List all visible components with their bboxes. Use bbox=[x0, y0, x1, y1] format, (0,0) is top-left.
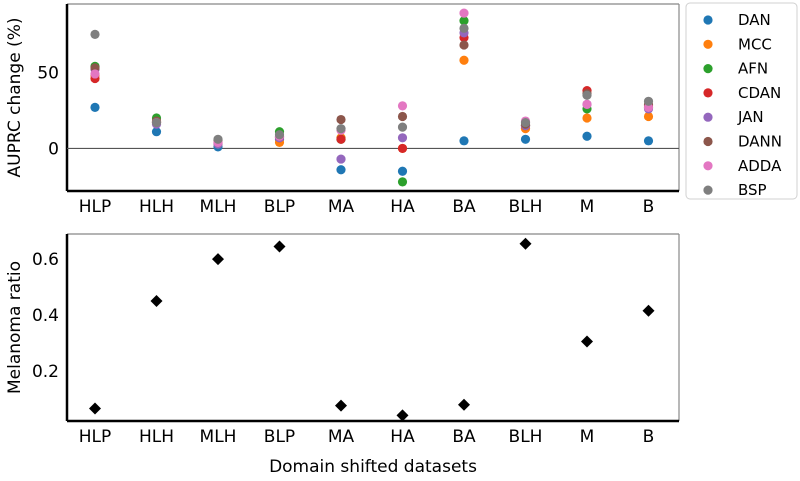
legend: DAN MCC AFN CDAN JAN DANN ADDA BSP bbox=[685, 2, 798, 200]
legend-label: BSP bbox=[738, 181, 767, 199]
data-point-bsp bbox=[397, 122, 408, 132]
data-point-dan bbox=[459, 136, 469, 146]
legend-label: MCC bbox=[738, 35, 772, 53]
x-tick-label: BLH bbox=[509, 427, 543, 447]
x-tick-label: HLP bbox=[79, 197, 112, 217]
legend-marker bbox=[703, 64, 713, 74]
data-point-adda bbox=[582, 99, 592, 109]
bottom-panel-melanoma: 0.2 0.4 0.6 HLP HLH MLH BLP MA HA BA BLH M B Melanoma… bbox=[5, 233, 680, 477]
data-point-dan bbox=[397, 166, 408, 176]
x-tick-label: BLP bbox=[264, 197, 295, 217]
y-tick-label: 0.6 bbox=[32, 250, 59, 270]
data-point-afn bbox=[459, 16, 469, 26]
x-tick-label: MLH bbox=[200, 197, 237, 217]
legend-label: JAN bbox=[737, 108, 764, 126]
data-point-cdan bbox=[336, 134, 346, 144]
legend-marker bbox=[703, 161, 713, 171]
y-axis-label: Melanoma ratio bbox=[5, 261, 25, 394]
data-point-dan bbox=[336, 165, 346, 175]
data-point-jan bbox=[397, 133, 408, 143]
data-point-afn bbox=[397, 177, 408, 187]
data-point-dan bbox=[90, 102, 100, 112]
data-point-bsp bbox=[90, 29, 100, 40]
data-point-bsp bbox=[336, 124, 346, 134]
data-point-diamond bbox=[396, 409, 409, 422]
legend-label: ADDA bbox=[738, 157, 782, 175]
x-tick-label: MLH bbox=[200, 427, 237, 447]
x-tick-label: HLP bbox=[79, 427, 112, 447]
x-tick-label: M bbox=[580, 427, 595, 447]
x-tick-label: MA bbox=[328, 427, 355, 447]
data-point-mcc bbox=[643, 111, 654, 122]
legend-label: CDAN bbox=[738, 84, 781, 102]
data-point-diamond bbox=[519, 237, 532, 250]
x-tick-label: BA bbox=[452, 197, 476, 217]
data-point-diamond bbox=[335, 399, 347, 412]
data-point-dan bbox=[582, 131, 592, 141]
x-tick-label: HLH bbox=[139, 197, 174, 217]
x-tick-label: MA bbox=[328, 197, 355, 217]
y-tick-label: 0 bbox=[48, 139, 59, 159]
data-point-bsp bbox=[582, 90, 592, 100]
data-point-bsp bbox=[213, 134, 223, 144]
data-point-bsp bbox=[274, 130, 285, 140]
legend-marker bbox=[703, 185, 713, 195]
x-tick-label: BA bbox=[452, 427, 476, 447]
data-point-diamond bbox=[642, 304, 655, 317]
y-tick-label: 50 bbox=[37, 63, 59, 83]
y-tick-label: 0.4 bbox=[32, 306, 59, 326]
x-tick-label: HLH bbox=[139, 427, 174, 447]
legend-label: DANN bbox=[738, 133, 782, 151]
data-point-diamond bbox=[581, 335, 593, 348]
data-point-diamond bbox=[150, 294, 163, 307]
data-point-adda bbox=[397, 101, 408, 111]
x-tick-label: BLP bbox=[264, 427, 295, 447]
data-point-jan bbox=[336, 154, 346, 164]
data-point-diamond bbox=[89, 402, 101, 415]
data-point-dann bbox=[397, 111, 408, 122]
x-tick-label: B bbox=[643, 197, 655, 217]
x-tick-label: M bbox=[580, 197, 595, 217]
data-point-diamond bbox=[458, 398, 470, 411]
data-point-adda bbox=[459, 8, 469, 18]
legend-marker bbox=[703, 88, 713, 98]
x-tick-label: B bbox=[643, 427, 655, 447]
legend-marker bbox=[703, 112, 713, 122]
data-point-bsp bbox=[151, 117, 162, 128]
x-tick-label: HA bbox=[390, 427, 415, 447]
x-tick-label: HA bbox=[390, 197, 415, 217]
data-point-adda bbox=[90, 69, 100, 79]
data-point-bsp bbox=[643, 96, 654, 106]
data-point-dann bbox=[336, 114, 346, 125]
data-point-dan bbox=[151, 127, 162, 137]
data-point-mcc bbox=[582, 113, 592, 123]
x-tick-label: BLH bbox=[509, 197, 543, 217]
data-point-cdan bbox=[397, 143, 408, 154]
data-point-bsp bbox=[520, 117, 531, 128]
data-point-dan bbox=[520, 134, 531, 144]
y-tick-label: 0.2 bbox=[32, 362, 59, 382]
legend-label: AFN bbox=[738, 60, 768, 78]
legend-marker bbox=[703, 15, 713, 25]
data-point-dan bbox=[643, 136, 654, 146]
y-axis-label: AUPRC change (%) bbox=[5, 18, 25, 178]
data-point-diamond bbox=[212, 253, 224, 266]
legend-marker bbox=[703, 136, 713, 147]
top-panel-auprc: 0 50 HLP HLH MLH BLP MA HA BA BLH M B AUPRC change (… bbox=[5, 3, 680, 217]
x-axis-label: Domain shifted datasets bbox=[269, 457, 477, 477]
legend-label: DAN bbox=[738, 11, 771, 29]
data-point-mcc bbox=[459, 55, 469, 65]
legend-frame bbox=[685, 2, 798, 200]
legend-marker bbox=[703, 39, 713, 49]
data-point-bsp bbox=[459, 23, 469, 33]
data-point-dann bbox=[459, 40, 469, 50]
data-point-diamond bbox=[273, 240, 286, 253]
